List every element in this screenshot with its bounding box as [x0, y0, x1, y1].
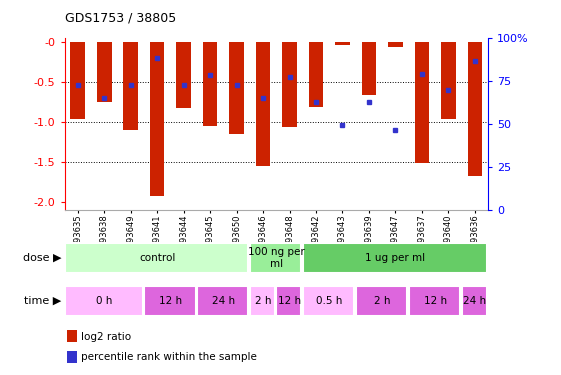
Bar [303, 286, 355, 316]
Text: 12 h: 12 h [278, 296, 301, 306]
Text: 100 ng per
ml: 100 ng per ml [248, 247, 305, 268]
Bar [65, 243, 249, 273]
Bar [65, 286, 142, 316]
Text: 12 h: 12 h [159, 296, 182, 306]
Text: dose ▶: dose ▶ [23, 253, 62, 263]
Bar [356, 286, 407, 316]
Bar [415, 42, 429, 164]
Text: time ▶: time ▶ [25, 296, 62, 306]
Text: 2 h: 2 h [374, 296, 390, 306]
Text: 12 h: 12 h [424, 296, 447, 306]
Bar [67, 351, 77, 363]
Text: 0 h: 0 h [96, 296, 112, 306]
Text: 24 h: 24 h [463, 296, 486, 306]
Bar [71, 42, 85, 119]
Bar [123, 42, 138, 130]
Bar [197, 286, 249, 316]
Text: control: control [139, 253, 176, 263]
Bar [229, 42, 244, 134]
Bar [203, 42, 218, 126]
Text: percentile rank within the sample: percentile rank within the sample [81, 352, 257, 362]
Bar [97, 42, 112, 102]
Bar [335, 42, 350, 45]
Bar [144, 286, 196, 316]
Text: 1 ug per ml: 1 ug per ml [365, 253, 425, 263]
Bar [250, 243, 301, 273]
Bar [67, 330, 77, 342]
Text: 24 h: 24 h [212, 296, 235, 306]
Text: 0.5 h: 0.5 h [316, 296, 342, 306]
Text: 2 h: 2 h [255, 296, 272, 306]
Bar [408, 286, 460, 316]
Bar [441, 42, 456, 119]
Bar [250, 286, 275, 316]
Text: log2 ratio: log2 ratio [81, 332, 132, 342]
Bar [176, 42, 191, 108]
Text: GDS1753 / 38805: GDS1753 / 38805 [65, 11, 176, 24]
Bar [467, 42, 482, 176]
Bar [276, 286, 301, 316]
Bar [362, 42, 376, 95]
Bar [309, 42, 323, 107]
Bar [303, 243, 487, 273]
Bar [256, 42, 270, 166]
Bar [462, 286, 487, 316]
Bar [282, 42, 297, 126]
Bar [150, 42, 164, 195]
Bar [388, 42, 403, 47]
